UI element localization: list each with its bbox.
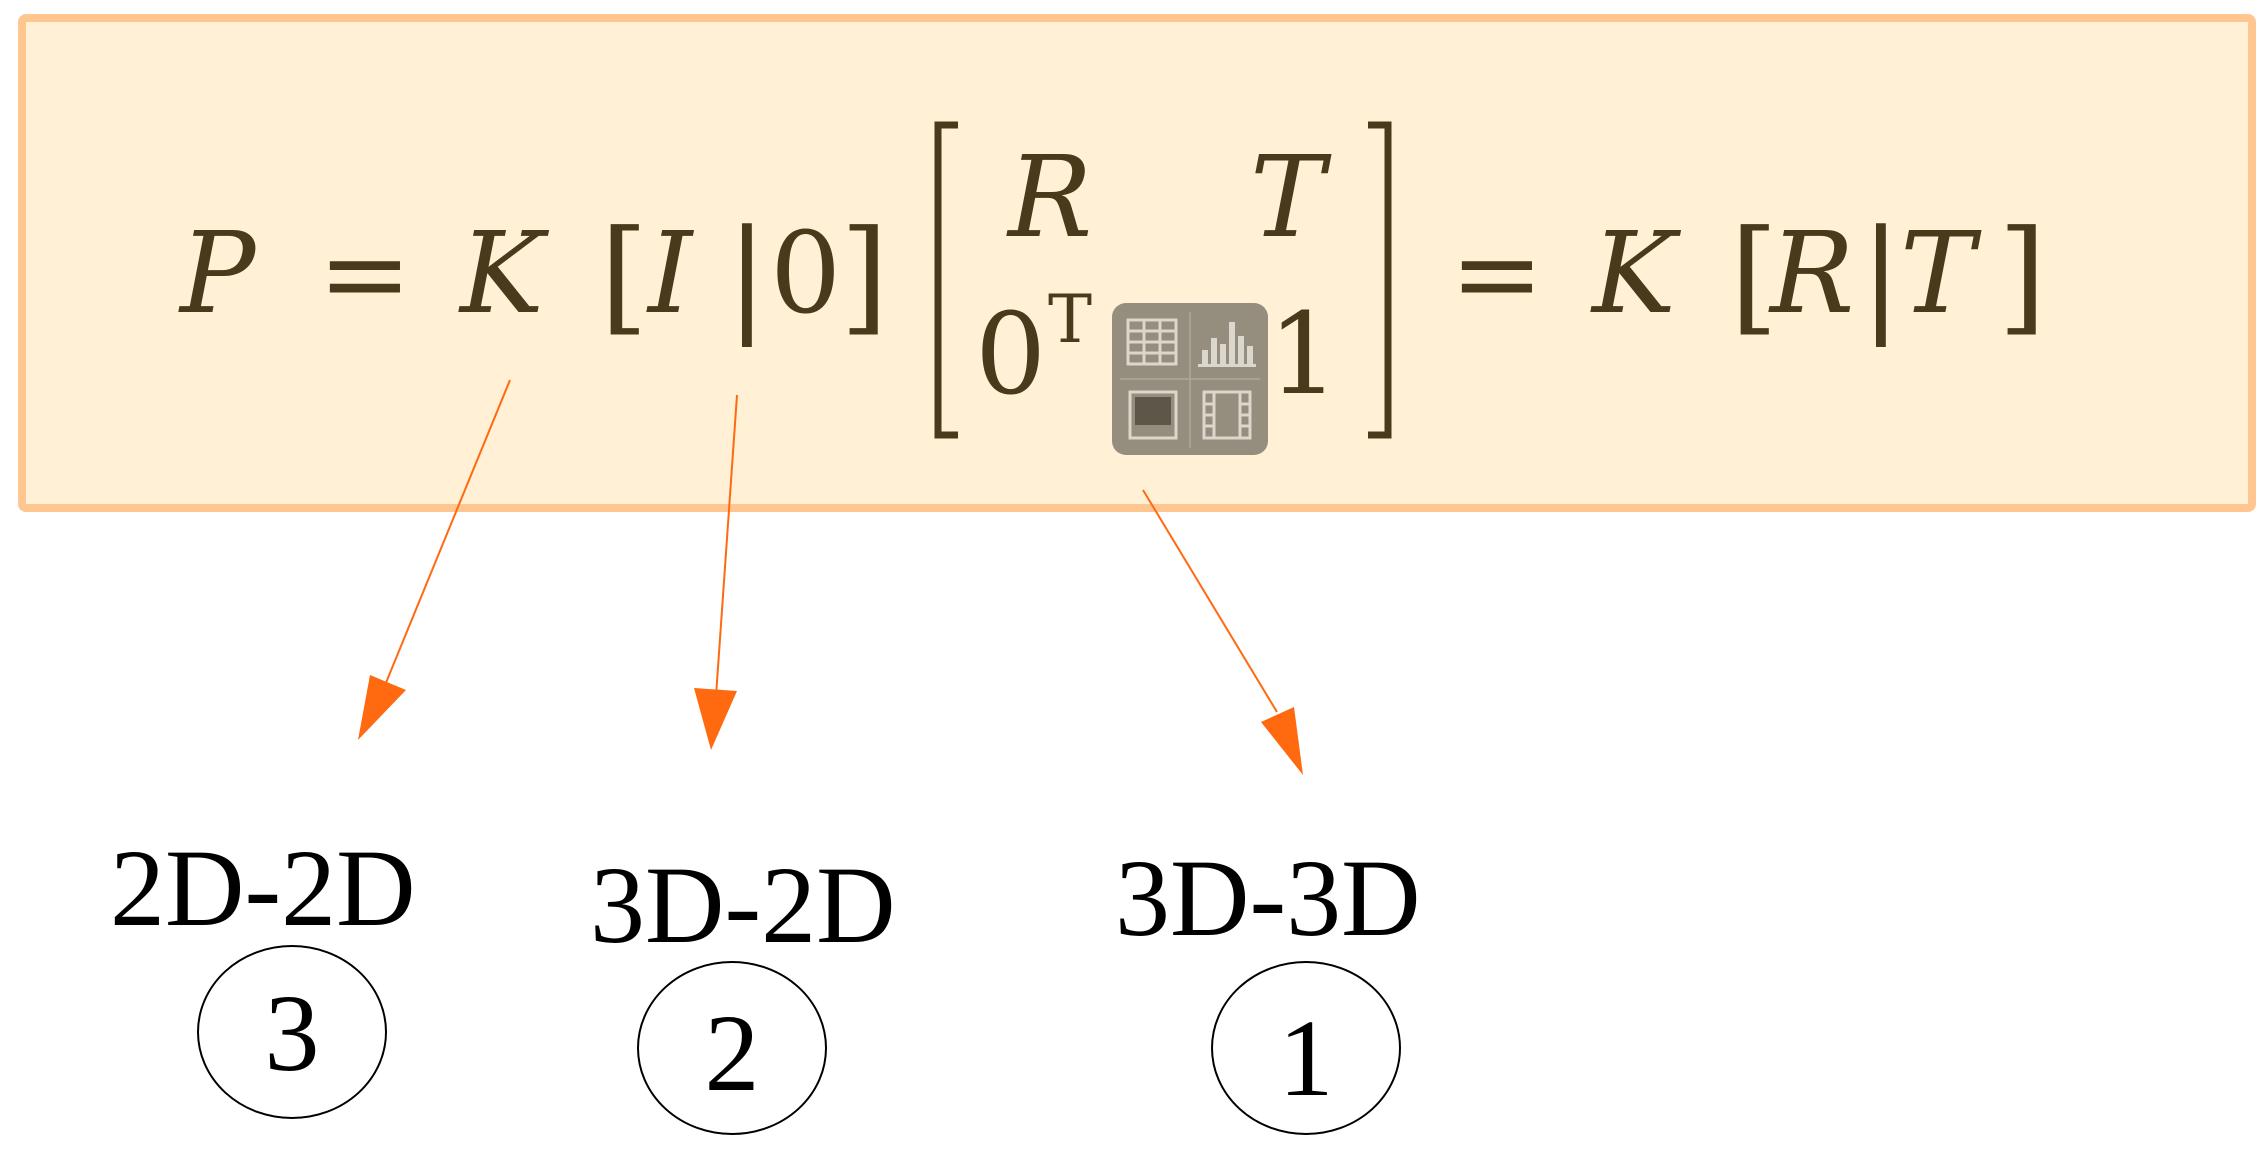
equation-box — [18, 14, 2256, 512]
eq-k-2: K — [1590, 209, 1682, 339]
matrix-right-bracket — [1368, 121, 1392, 439]
arrow-matrix — [1142, 489, 1303, 775]
eq-lhs: P — [178, 209, 257, 339]
label-number: 3 — [265, 972, 320, 1094]
eq-bar-1: | — [726, 204, 768, 348]
video-icon[interactable] — [1202, 390, 1252, 440]
label-3d-3d: 3D-3D 1 — [1115, 837, 1421, 1135]
label-text: 3D-3D — [1115, 837, 1421, 959]
eq-t: T — [1900, 209, 1982, 339]
eq-k-1: K — [458, 209, 550, 339]
eq-lbracket-1: [ — [600, 204, 648, 348]
equation: P = K [ I | 0 ] R T 0 T 1 = K [ R | T ] — [178, 121, 2046, 439]
arrow-k — [358, 379, 511, 740]
label-number: 1 — [1279, 997, 1334, 1119]
matrix-r: R — [1006, 133, 1092, 263]
insert-toolbar[interactable] — [1112, 303, 1268, 455]
number-circle — [1211, 961, 1401, 1135]
matrix-one: 1 — [1268, 290, 1339, 420]
eq-i: I — [646, 209, 695, 339]
matrix-left-bracket — [934, 121, 958, 439]
label-number: 2 — [705, 992, 760, 1114]
number-circle — [197, 945, 387, 1119]
label-text: 3D-2D — [590, 844, 896, 966]
eq-equals-1: = — [318, 209, 412, 339]
image-icon[interactable] — [1128, 390, 1178, 440]
number-circle — [637, 961, 827, 1135]
chart-icon[interactable] — [1198, 322, 1256, 367]
matrix-zero-sup: T — [1048, 281, 1092, 358]
table-icon[interactable] — [1126, 318, 1178, 366]
eq-zero: 0 — [770, 209, 841, 339]
eq-bar-2: | — [1860, 204, 1902, 348]
label-3d-2d: 3D-2D 2 — [590, 844, 896, 1135]
eq-rbracket-1: ] — [840, 204, 888, 348]
matrix-t: T — [1250, 133, 1332, 263]
eq-equals-2: = — [1450, 209, 1544, 339]
eq-rbracket-2: ] — [1998, 204, 2046, 348]
eq-r: R — [1768, 209, 1854, 339]
arrow-bar — [694, 394, 738, 750]
label-2d-2d: 2D-2D 3 — [110, 827, 416, 1119]
matrix-zero: 0 — [975, 290, 1046, 420]
label-text: 2D-2D — [110, 827, 416, 949]
eq-lbracket-2: [ — [1730, 204, 1778, 348]
